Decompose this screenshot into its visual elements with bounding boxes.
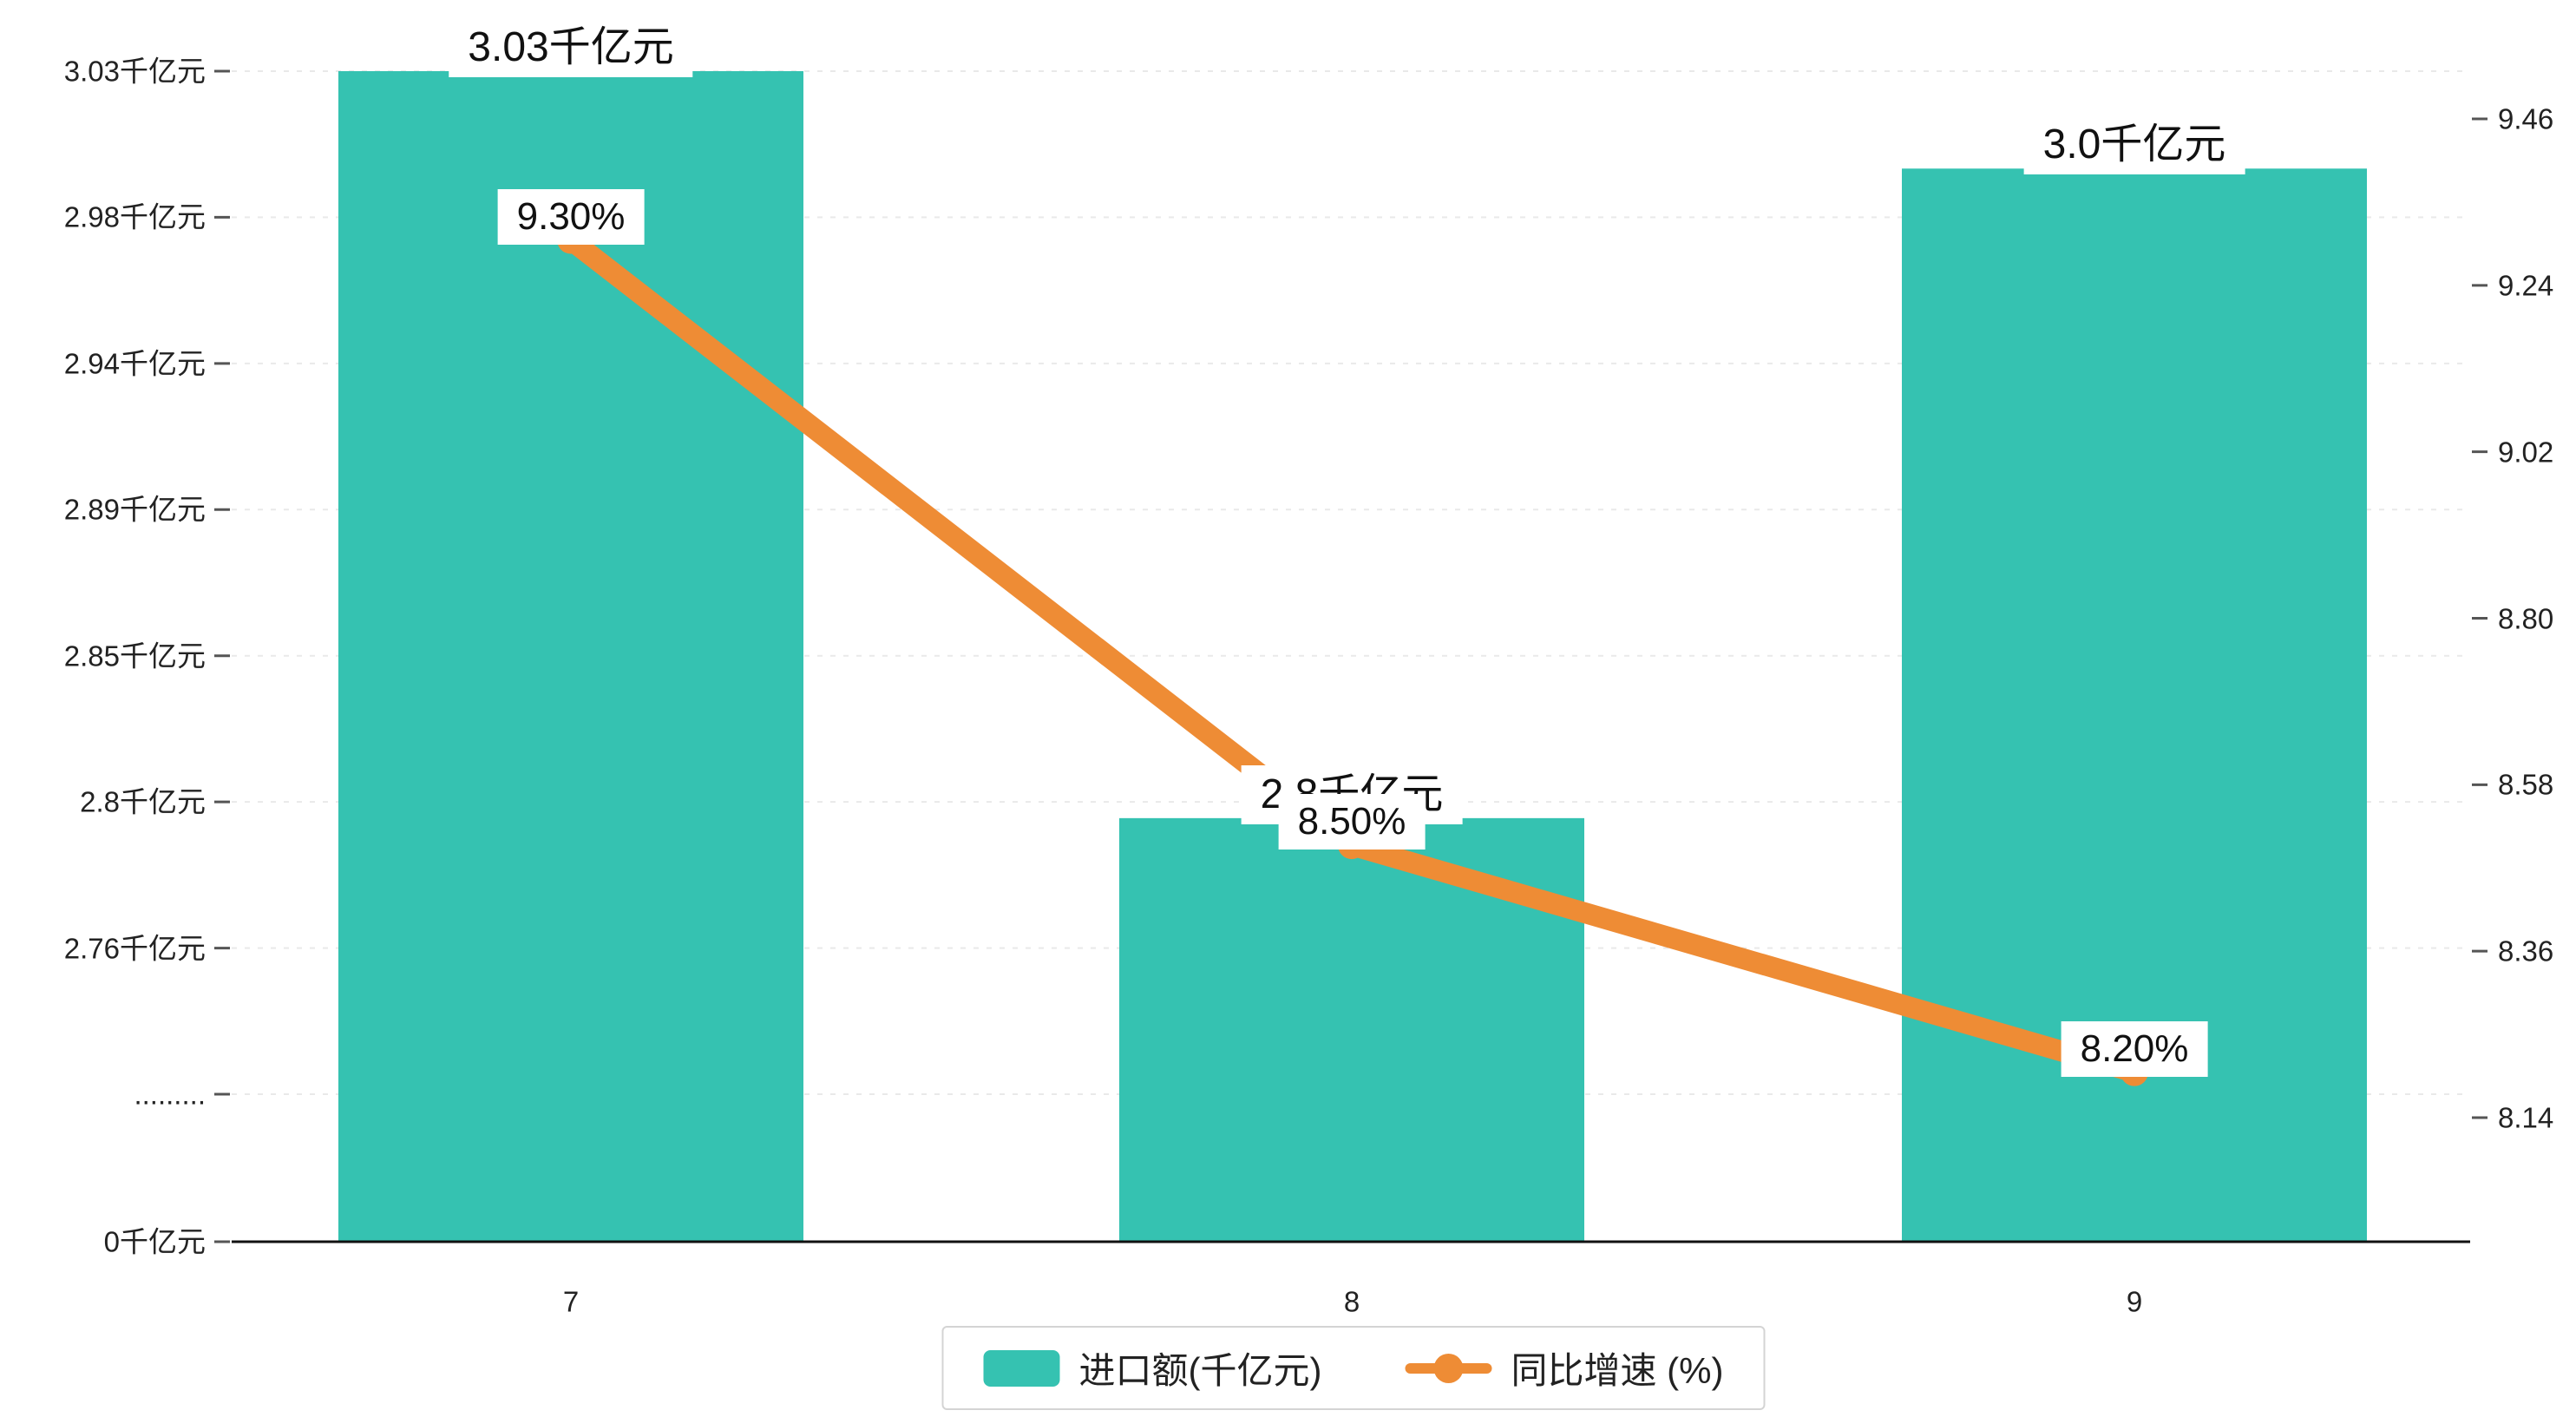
bar[interactable] [338,71,803,1242]
legend-item-imports[interactable]: 进口额(千亿元) [983,1342,1322,1394]
legend-label-growth: 同比增速 (%) [1511,1350,1724,1391]
line-point[interactable] [1338,831,1366,860]
legend-item-growth[interactable]: 同比增速 (%) [1405,1342,1723,1394]
line-dot-swatch-icon [1405,1350,1492,1387]
bar-swatch-icon [983,1349,1060,1387]
line-point[interactable] [557,226,585,254]
legend: 进口额(千亿元) 同比增速 (%) [941,1326,1766,1410]
line-point[interactable] [2120,1058,2148,1086]
legend-label-imports: 进口额(千亿元) [1078,1350,1322,1391]
